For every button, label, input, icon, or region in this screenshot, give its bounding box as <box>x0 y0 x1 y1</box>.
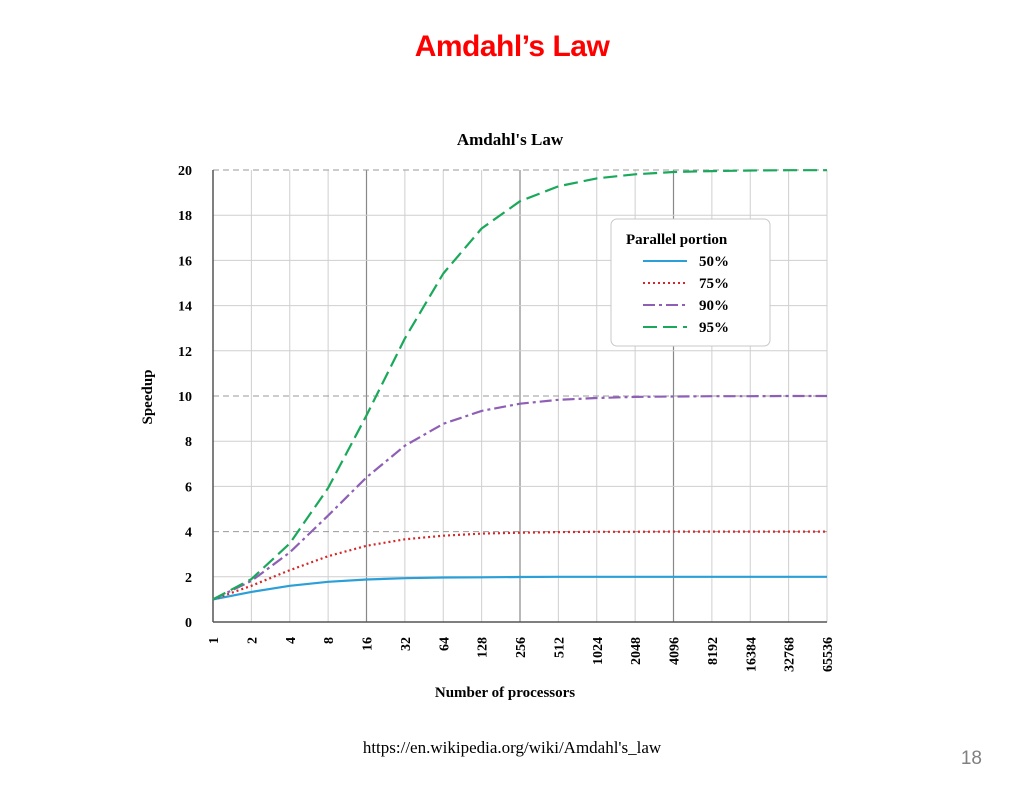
y-tick-label: 6 <box>185 480 192 495</box>
legend-box <box>610 218 771 347</box>
series-line-90pct <box>212 394 827 601</box>
x-tick-label: 4096 <box>668 637 683 665</box>
x-tick-label: 16384 <box>744 637 759 672</box>
y-tick-label: 20 <box>178 164 192 179</box>
x-tick-label: 8 <box>322 637 337 644</box>
x-tick-label: 2 <box>245 637 260 644</box>
x-tick-label: 4 <box>284 637 299 644</box>
x-tick-label: 64 <box>437 637 452 651</box>
x-tick-label: 512 <box>552 637 567 658</box>
y-tick-label: 12 <box>178 345 192 360</box>
y-tick-label: 2 <box>185 571 192 586</box>
x-tick-label: 65536 <box>821 637 836 672</box>
x-tick-label: 1 <box>207 637 222 644</box>
x-tick-label: 32 <box>399 637 414 651</box>
page-number: 18 <box>960 748 982 769</box>
series-line-95pct <box>212 169 827 601</box>
chart-title: Amdahl's Law <box>457 130 564 149</box>
legend-title: Parallel portion <box>626 232 728 248</box>
y-tick-label: 14 <box>178 300 192 315</box>
x-tick-label: 2048 <box>629 637 644 665</box>
legend-label: 50% <box>699 254 729 270</box>
series-line-75pct <box>212 530 827 601</box>
y-tick-label: 10 <box>178 390 192 405</box>
x-tick-label: 8192 <box>706 637 721 665</box>
source-link[interactable]: https://en.wikipedia.org/wiki/Amdahl's_l… <box>362 738 662 757</box>
legend-label: 90% <box>699 298 729 314</box>
y-tick-label: 18 <box>178 209 192 224</box>
axes <box>212 170 827 623</box>
y-axis-label: Speedup <box>140 369 156 424</box>
x-tick-label: 128 <box>476 637 491 658</box>
x-tick-label: 1024 <box>591 637 606 665</box>
y-tick-label: 0 <box>185 616 192 631</box>
y-tick-label: 8 <box>185 435 192 450</box>
x-tick-label: 32768 <box>783 637 798 672</box>
x-axis-label: Number of processors <box>435 685 575 701</box>
series-line-50pct <box>212 575 827 601</box>
x-tick-label: 16 <box>361 637 376 651</box>
legend: Parallel portion 50% 75% 90% 95% <box>610 218 771 347</box>
legend-label: 75% <box>699 276 729 292</box>
y-tick-label: 4 <box>185 526 192 541</box>
legend-label: 95% <box>699 320 729 336</box>
series-layer <box>212 169 827 601</box>
y-tick-label: 16 <box>178 254 192 269</box>
slide-title: Amdahl’s Law <box>414 30 610 63</box>
x-tick-label: 256 <box>514 637 529 658</box>
